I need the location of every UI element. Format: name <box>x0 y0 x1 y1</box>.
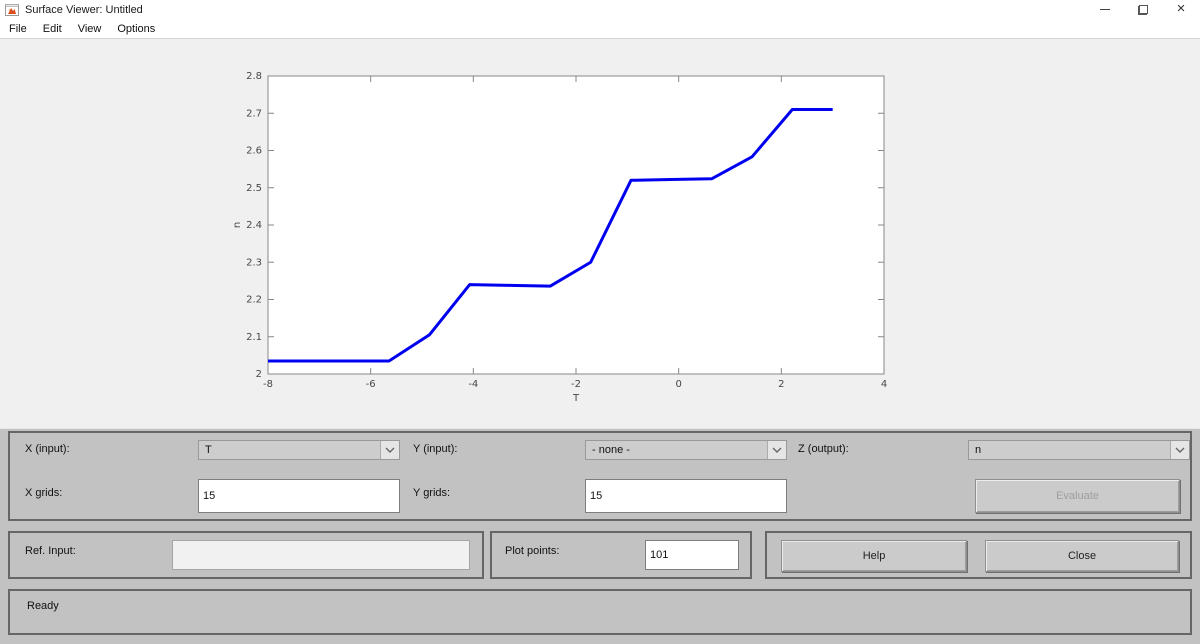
ref-input-field[interactable] <box>172 540 470 570</box>
svg-text:-2: -2 <box>571 379 581 390</box>
surface-plot: -8 -6 -4 -2 0 2 4 2 2.1 2.2 2.3 2.4 2.5 2.6 2.7 2.8 Tn <box>232 71 887 404</box>
svg-text:0: 0 <box>675 379 681 390</box>
minimize-icon <box>1100 9 1110 10</box>
io-panel: X (input): T Y (input): - none - Z (outp… <box>8 431 1192 521</box>
chevron-down-icon[interactable] <box>1170 441 1189 459</box>
x-input-value: T <box>205 444 212 456</box>
plot-points-panel: Plot points: <box>490 531 752 579</box>
menu-view[interactable]: View <box>77 22 102 35</box>
svg-text:2.8: 2.8 <box>246 71 262 82</box>
y-input-value: - none - <box>592 444 630 456</box>
x-input-label: X (input): <box>25 443 70 455</box>
z-output-label: Z (output): <box>798 443 849 455</box>
y-input-dropdown[interactable]: - none - <box>585 440 787 460</box>
title-bar: Surface Viewer: Untitled × <box>0 0 1200 19</box>
svg-text:2.7: 2.7 <box>246 108 262 119</box>
help-button[interactable]: Help <box>781 540 967 572</box>
chevron-down-icon[interactable] <box>767 441 786 459</box>
menu-file[interactable]: File <box>9 22 27 35</box>
status-text: Ready <box>27 600 59 612</box>
z-output-dropdown[interactable]: n <box>968 440 1190 460</box>
svg-text:-4: -4 <box>468 379 478 390</box>
svg-text:-6: -6 <box>366 379 376 390</box>
close-button[interactable]: × <box>1162 0 1200 19</box>
svg-text:T: T <box>572 393 580 404</box>
svg-text:-8: -8 <box>263 379 273 390</box>
ref-input-panel: Ref. Input: <box>8 531 484 579</box>
x-grids-input[interactable] <box>198 479 400 513</box>
matlab-icon <box>5 3 19 16</box>
svg-text:2.2: 2.2 <box>246 295 262 306</box>
x-input-dropdown[interactable]: T <box>198 440 400 460</box>
ref-input-label: Ref. Input: <box>25 545 76 557</box>
x-grids-label: X grids: <box>25 487 63 499</box>
close-dialog-button[interactable]: Close <box>985 540 1179 572</box>
plot-points-label: Plot points: <box>505 545 560 557</box>
restore-button[interactable] <box>1124 0 1162 19</box>
close-icon: × <box>1176 0 1186 17</box>
menu-bar: File Edit View Options <box>0 19 1200 39</box>
actions-panel: Help Close <box>765 531 1192 579</box>
svg-text:2.5: 2.5 <box>246 183 262 194</box>
evaluate-button[interactable]: Evaluate <box>975 479 1180 513</box>
svg-text:n: n <box>232 222 243 228</box>
window-controls: × <box>1086 0 1200 19</box>
svg-text:2.3: 2.3 <box>246 257 262 268</box>
chevron-down-icon[interactable] <box>380 441 399 459</box>
plot-points-input[interactable] <box>645 540 739 570</box>
svg-text:2.6: 2.6 <box>246 146 262 157</box>
minimize-button[interactable] <box>1086 0 1124 19</box>
svg-text:2: 2 <box>778 379 784 390</box>
svg-text:4: 4 <box>881 379 887 390</box>
z-output-value: n <box>975 444 982 456</box>
control-area: X (input): T Y (input): - none - Z (outp… <box>0 428 1200 644</box>
svg-text:2.1: 2.1 <box>246 332 262 343</box>
y-grids-label: Y grids: <box>413 487 451 499</box>
menu-edit[interactable]: Edit <box>42 22 62 35</box>
y-grids-input[interactable] <box>585 479 787 513</box>
window-title: Surface Viewer: Untitled <box>25 3 143 16</box>
svg-text:2.4: 2.4 <box>246 220 262 231</box>
menu-options[interactable]: Options <box>117 22 156 35</box>
y-input-label: Y (input): <box>413 443 458 455</box>
status-panel: Ready <box>8 589 1192 635</box>
restore-icon <box>1138 4 1148 15</box>
svg-text:2: 2 <box>256 369 262 380</box>
